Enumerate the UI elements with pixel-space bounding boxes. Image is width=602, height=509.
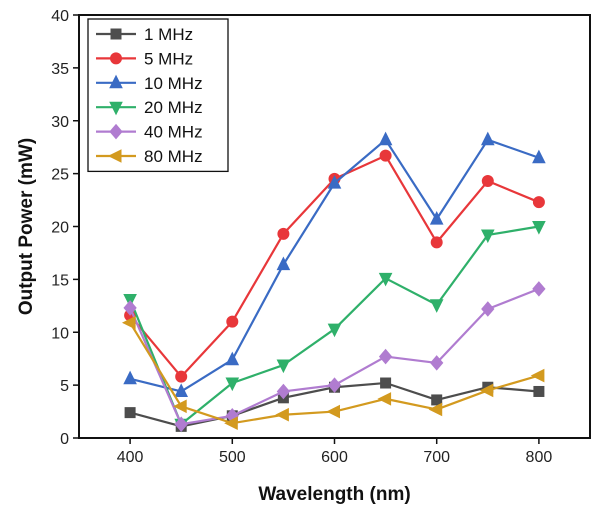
legend-item: 5 MHz <box>96 49 193 68</box>
data-point <box>327 323 342 338</box>
legend-box <box>87 18 229 173</box>
series-layer <box>121 131 546 433</box>
data-point <box>532 281 546 297</box>
data-point <box>276 383 291 400</box>
data-point <box>277 227 290 240</box>
data-point <box>225 351 240 366</box>
legend-swatch-marker <box>110 52 122 65</box>
legend-swatch-marker <box>110 28 122 40</box>
y-tick-label: 30 <box>51 114 69 131</box>
data-point <box>429 210 444 225</box>
data-point <box>532 149 546 164</box>
data-point <box>124 407 136 419</box>
data-point <box>224 416 238 431</box>
axis-ticks: 400 500 600 700 800 0 5 10 15 20 25 30 35 40 <box>51 8 552 466</box>
data-point <box>175 370 188 383</box>
legend-label: 1 MHz <box>144 25 193 44</box>
data-point <box>123 300 137 316</box>
y-tick-label: 5 <box>60 378 69 395</box>
legend-item: 40 MHz <box>96 123 203 142</box>
data-point <box>326 404 340 419</box>
legend-label: 80 MHz <box>144 147 203 166</box>
data-point <box>226 315 239 328</box>
y-tick-label: 35 <box>51 61 69 78</box>
y-tick-label: 15 <box>51 272 69 289</box>
data-point <box>276 359 291 374</box>
data-point <box>380 377 392 389</box>
legend-label: 5 MHz <box>144 49 193 68</box>
x-tick-label: 500 <box>219 449 246 466</box>
data-point <box>481 301 495 317</box>
legend-item: 10 MHz <box>96 74 203 93</box>
data-point <box>429 299 444 313</box>
data-point <box>123 370 137 385</box>
data-point <box>532 196 545 209</box>
y-tick-label: 25 <box>51 167 69 184</box>
data-point <box>430 355 444 371</box>
x-tick-label: 600 <box>321 449 348 466</box>
data-point <box>530 368 545 383</box>
data-point <box>327 377 342 393</box>
data-point <box>377 392 392 406</box>
data-point <box>378 131 393 146</box>
data-point <box>276 256 291 271</box>
data-point <box>275 407 289 422</box>
data-point <box>174 383 189 397</box>
legend-swatch-marker <box>109 74 123 89</box>
data-point <box>430 236 443 249</box>
series-20-mhz <box>123 221 546 433</box>
y-tick-label: 10 <box>51 325 69 342</box>
data-point <box>431 394 443 406</box>
data-point <box>121 315 136 330</box>
legend: 1 MHz 5 MHz 10 MHz 20 MHz 40 MHz 80 MHz <box>87 18 229 173</box>
y-tick-label: 40 <box>51 8 69 25</box>
data-point <box>378 348 393 365</box>
legend-swatch-marker <box>109 101 123 116</box>
data-point <box>479 383 494 398</box>
x-axis-label: Wavelength (nm) <box>258 484 410 505</box>
data-point <box>327 175 342 189</box>
data-point <box>174 416 188 433</box>
data-point <box>480 131 495 146</box>
x-tick-label: 800 <box>526 449 553 466</box>
legend-item: 20 MHz <box>96 98 203 117</box>
data-point <box>481 175 494 188</box>
legend-swatch-marker <box>109 123 123 140</box>
series-10-mhz <box>123 131 546 397</box>
legend-swatch-marker <box>107 149 122 163</box>
y-tick-label: 20 <box>51 220 69 237</box>
data-point <box>379 149 392 162</box>
data-point <box>225 377 240 392</box>
legend-item: 1 MHz <box>96 25 193 44</box>
x-tick-label: 700 <box>423 449 450 466</box>
data-point <box>533 385 545 397</box>
data-point <box>428 402 443 417</box>
x-tick-label: 400 <box>117 449 144 466</box>
data-point <box>378 272 393 287</box>
legend-item: 80 MHz <box>96 147 203 166</box>
series-line <box>129 287 540 426</box>
series-80-mhz <box>121 315 545 431</box>
y-axis-label: Output Power (mW) <box>16 138 37 315</box>
y-tick-label: 0 <box>60 431 69 448</box>
data-point <box>480 229 495 244</box>
series-40-mhz <box>123 281 546 433</box>
legend-label: 40 MHz <box>144 123 203 142</box>
data-point <box>532 221 546 235</box>
series-line <box>129 154 540 378</box>
legend-label: 20 MHz <box>144 98 203 117</box>
legend-label: 10 MHz <box>144 74 203 93</box>
data-point <box>173 399 187 414</box>
